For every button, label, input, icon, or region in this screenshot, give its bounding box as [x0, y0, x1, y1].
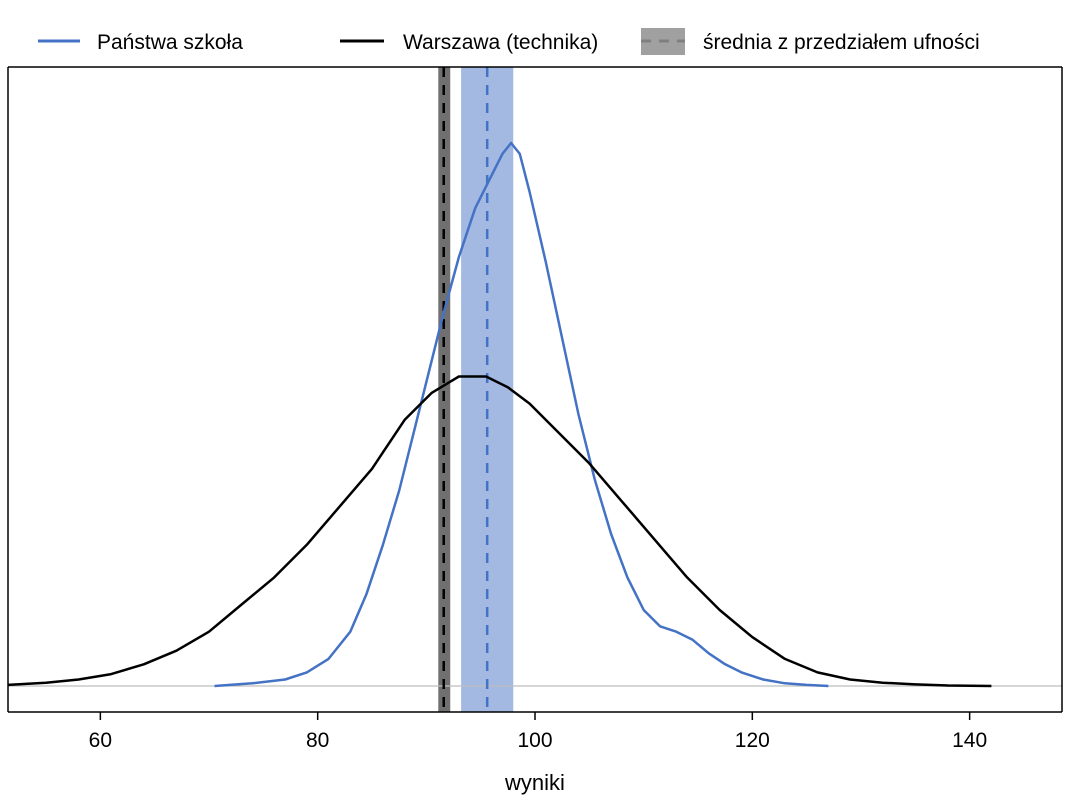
legend-item-warsaw: Warszawa (technika) [340, 31, 598, 54]
legend-item-mean-ci: średnia z przedziałem ufności [641, 28, 980, 55]
x-tick-label-140: 140 [952, 729, 987, 752]
x-tick-label-120: 120 [735, 729, 770, 752]
ci-band-school [461, 67, 514, 712]
density-curve-school [214, 141, 829, 688]
x-tick-label-100: 100 [517, 729, 552, 752]
x-axis-title: wyniki [504, 770, 565, 795]
plot-area [7, 67, 1062, 712]
legend-label-school: Państwa szkoła [97, 31, 243, 54]
ci-band-warsaw [438, 67, 451, 712]
density-curve-warsaw [7, 375, 992, 688]
legend-label-warsaw: Warszawa (technika) [403, 31, 598, 54]
x-axis: 60 80 100 120 140 [89, 712, 987, 752]
legend-item-school: Państwa szkoła [38, 31, 243, 54]
x-tick-label-60: 60 [89, 729, 112, 752]
legend: Państwa szkoła Warszawa (technika) średn… [38, 28, 980, 55]
x-tick-label-80: 80 [306, 729, 329, 752]
legend-label-mean-ci: średnia z przedziałem ufności [703, 31, 980, 54]
